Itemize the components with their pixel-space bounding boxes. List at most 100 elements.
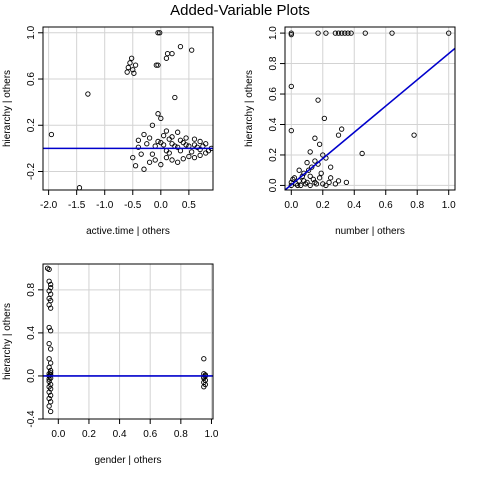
data-point [191, 154, 198, 161]
data-point [169, 141, 175, 147]
data-point [191, 142, 198, 148]
data-point [169, 157, 175, 163]
data-point [321, 115, 328, 122]
data-point [191, 136, 198, 142]
data-point [158, 161, 164, 168]
data-point [312, 158, 318, 164]
x-tick-label: 1.0 [442, 200, 456, 211]
data-point [128, 55, 135, 61]
data-point [155, 62, 161, 68]
data-point [389, 30, 395, 36]
data-point [46, 356, 52, 362]
x-tick-label: -1.0 [96, 200, 114, 211]
y-tick-label: -0.2 [26, 162, 37, 180]
data-point [288, 83, 294, 90]
data-point [46, 376, 52, 382]
x-axis-label: active.time | others [86, 226, 170, 237]
data-point [304, 159, 310, 166]
y-tick-label: 0.2 [268, 148, 279, 162]
main-title: Added-Variable Plots [170, 2, 310, 19]
data-point [296, 167, 302, 173]
data-point [155, 138, 161, 145]
data-point [163, 128, 170, 134]
y-axis-label: hierarchy | others [2, 70, 13, 147]
data-point [197, 152, 203, 158]
data-point [85, 91, 91, 97]
data-point [144, 141, 150, 147]
data-point [166, 136, 172, 142]
data-point [343, 179, 350, 186]
data-point [316, 141, 323, 147]
data-point [175, 144, 181, 150]
x-tick-label: 0.5 [182, 200, 196, 211]
data-point [180, 156, 186, 162]
data-point [288, 31, 294, 38]
data-point [131, 70, 137, 76]
y-axis-label: hierarchy | others [2, 303, 13, 380]
y-tick-label: 0.6 [268, 87, 279, 101]
x-tick-label: 0.6 [143, 429, 157, 440]
x-tick-label: 0.2 [82, 429, 96, 440]
data-point [318, 170, 324, 176]
data-point [48, 131, 55, 138]
data-point [288, 30, 294, 36]
data-point [46, 403, 52, 409]
x-tick-label: 0.8 [174, 429, 188, 440]
data-point [146, 135, 153, 141]
data-point [312, 135, 318, 141]
data-point [312, 179, 318, 186]
data-point [46, 266, 52, 273]
data-point [189, 47, 195, 53]
data-point [411, 132, 417, 138]
data-point [130, 154, 136, 161]
x-tick-label: -1.5 [68, 200, 86, 211]
y-tick-label: 0.0 [268, 178, 279, 192]
y-tick-label: 0.4 [268, 117, 279, 131]
data-point [155, 111, 161, 117]
data-point [348, 30, 354, 36]
data-point [163, 55, 170, 61]
data-point [298, 182, 304, 189]
x-axis-label: gender | others [94, 455, 161, 466]
data-point [342, 30, 348, 36]
data-point [132, 163, 139, 169]
data-point [301, 178, 307, 184]
data-point [320, 152, 326, 158]
x-tick-label: -2.0 [40, 200, 58, 211]
data-point [175, 129, 181, 135]
data-point [169, 50, 175, 57]
data-point [339, 126, 345, 132]
data-point [304, 179, 310, 186]
x-tick-label: 0.0 [51, 429, 65, 440]
data-point [320, 181, 326, 187]
data-point [141, 131, 147, 138]
data-point [201, 374, 207, 380]
data-point [316, 175, 323, 181]
data-point [307, 182, 313, 189]
data-point [157, 30, 163, 36]
x-tick-label: 0.0 [284, 200, 298, 211]
data-point [155, 30, 161, 36]
y-tick-label: 0.8 [26, 282, 37, 296]
data-point [335, 178, 342, 184]
data-point [48, 305, 54, 311]
data-point [345, 30, 351, 36]
x-tick-label: 0.0 [154, 200, 168, 211]
x-tick-label: 0.4 [113, 429, 127, 440]
data-point [310, 176, 316, 182]
data-point [309, 164, 315, 170]
data-point [135, 137, 142, 143]
data-point [46, 341, 52, 347]
data-point [290, 176, 296, 182]
data-point [127, 60, 133, 66]
data-point [315, 97, 321, 103]
y-tick-label: 1.0 [268, 26, 279, 40]
data-point [305, 167, 312, 173]
data-point [201, 356, 207, 362]
data-point [359, 150, 365, 157]
data-point [124, 69, 130, 75]
y-tick-label: 0.6 [26, 72, 37, 86]
data-point [76, 185, 83, 190]
data-point [180, 139, 186, 146]
